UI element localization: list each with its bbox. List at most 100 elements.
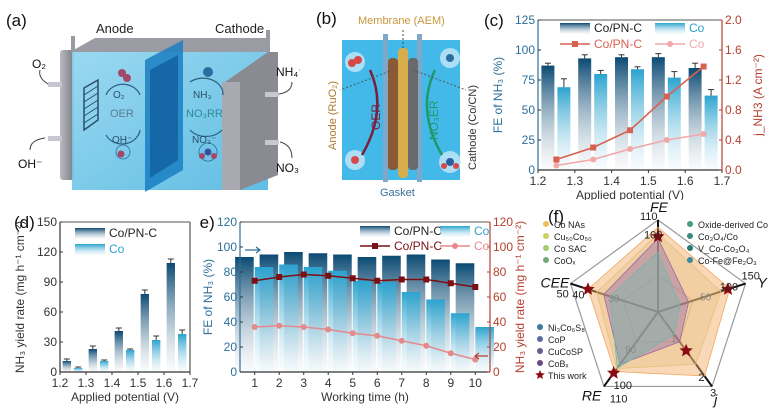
line-marker-8 <box>423 276 430 283</box>
y2-tick-label: 1.2 <box>725 73 742 87</box>
legend-label: Co₃O₄/Co <box>698 232 738 242</box>
panel-f-label: (f) <box>548 207 564 226</box>
gasket-left <box>383 34 388 182</box>
legend-label: Co <box>109 242 125 256</box>
line-marker-8 <box>423 342 430 349</box>
legend-swatch-bar <box>440 226 470 237</box>
oer-arrow <box>360 69 379 156</box>
line-marker-3 <box>627 127 633 134</box>
radar-inner-tick: 2 <box>698 372 704 384</box>
legend-swatch-bar <box>75 228 105 239</box>
bar-copnc-3 <box>615 57 628 171</box>
bar-copnc-1 <box>62 361 71 372</box>
o2-outlet-label: O₂ <box>32 57 46 71</box>
y-tick-label: 100 <box>515 43 535 57</box>
y-axis-title: FE of NH₃ (%) <box>201 259 215 335</box>
radar-inner-tick: 100 <box>614 380 632 392</box>
legend-dot <box>687 233 693 239</box>
panel-a-schematic: (a) Anode Cathode O₂ OER OH⁻ NH₃ NO₃RR N… <box>6 11 300 192</box>
line-marker-7 <box>398 276 405 283</box>
legend-label: CoBₓ <box>548 359 569 369</box>
line-marker-5 <box>700 131 707 137</box>
left-axis-arrow-icon <box>245 246 261 254</box>
bar-co-3 <box>303 267 323 372</box>
radar-outer-tick: 50 <box>557 289 569 301</box>
panel-b-cross-section: (b) Membrane (AEM) OER NO₃ER Anode (RuO₂… <box>316 9 479 199</box>
radar-axis-j: j <box>712 391 718 407</box>
x-tick-label: 1.5 <box>640 174 657 188</box>
y2-tick-label: 20 <box>493 340 507 354</box>
y2-tick-label: 0.8 <box>725 103 742 117</box>
y2-tick-label: 60 <box>493 290 507 304</box>
radar-poly-co3o4 <box>609 251 681 369</box>
radar-axis-y: Y <box>757 275 768 291</box>
anode-mesh <box>83 78 99 132</box>
oh-molecule-icon <box>115 144 131 160</box>
line-marker-1 <box>553 162 560 169</box>
chart-c-fe-current: (c) 0 25 50 75 100 125 0.0 0.4 0.8 1.2 1.6 2.0 1.2 1.3… <box>484 11 765 200</box>
radar-outer-tick: 110 <box>640 211 658 223</box>
y-axis-title: NH₃ yield rate (mg h⁻¹ cm⁻²) <box>13 221 27 373</box>
legend-dot <box>687 221 693 227</box>
cathode-title: Cathode <box>215 21 264 36</box>
anode-species-bottom: OH⁻ <box>112 135 132 146</box>
cathode-label: Cathode (Co/CN) <box>467 85 479 170</box>
cathode-reaction: NO₃RR <box>186 108 223 120</box>
radar-poly-cu50co50 <box>596 233 722 369</box>
bar-co-9 <box>450 313 470 372</box>
y2-tick-label: 100 <box>493 240 513 254</box>
legend-marker <box>452 243 458 249</box>
membrane-aem <box>398 48 408 178</box>
legend-label: Co-Fe@Fe₂O₃ <box>698 256 757 266</box>
line-marker-2 <box>590 156 597 163</box>
line-marker-10 <box>472 284 479 290</box>
radar-axis-re: RE <box>582 387 602 403</box>
bar-copnc-3 <box>114 331 123 372</box>
anode-inlet-port <box>48 136 62 141</box>
anode-title: Anode <box>96 21 134 36</box>
no3-inlet-label: NO₃⁻ <box>276 161 300 175</box>
legend-label: Co/PN-C <box>394 224 442 238</box>
oer-cycle-arrow-bottom <box>105 129 141 145</box>
radar-outer-tick: 3 <box>710 387 716 399</box>
nh4-outlet-label: NH₄⁺ <box>276 65 300 79</box>
bar-co-6 <box>377 282 396 372</box>
radar-ring-tick: 90 <box>625 345 637 356</box>
this-work-star-fe <box>651 229 665 243</box>
cathode-end-plate <box>222 82 240 190</box>
x-axis-title: Working time (h) <box>321 390 409 404</box>
y-tick-label: 50 <box>522 103 536 117</box>
membrane-label: Membrane (AEM) <box>358 15 445 27</box>
legend-label: CoP <box>548 335 566 345</box>
line-marker-9 <box>447 350 454 357</box>
line-marker-7 <box>398 337 405 344</box>
legend-marker <box>667 41 673 47</box>
bar-copnc-5 <box>166 263 175 372</box>
bar-co-4 <box>328 270 347 372</box>
gasket-right <box>417 34 422 182</box>
legend-dot <box>537 324 543 330</box>
y2-tick-label: 0.4 <box>725 133 742 147</box>
y-tick-label: 150 <box>37 215 57 229</box>
radar-axis-fe: FE <box>650 200 669 215</box>
x-tick-label: 7 <box>398 376 405 390</box>
bar-co-3 <box>126 350 135 372</box>
line-marker-6 <box>374 277 381 284</box>
line-marker-4 <box>663 137 670 143</box>
line-copnc <box>254 273 476 288</box>
x-tick-label: 8 <box>423 376 430 390</box>
y-tick-label: 90 <box>44 275 58 289</box>
gasket-label: Gasket <box>380 187 415 199</box>
x-tick-label: 1 <box>251 376 258 390</box>
legend-dot <box>543 221 549 227</box>
y-tick-label: 0 <box>50 365 57 379</box>
anode-end-plate <box>60 50 74 180</box>
y2-tick-label: 0.0 <box>725 163 742 177</box>
cathode-inlet-port <box>265 140 279 145</box>
x-tick-label: 1.7 <box>182 376 199 390</box>
cathode-outlet-port <box>265 92 279 97</box>
bar-copnc-2 <box>88 349 97 372</box>
legend-label: This work <box>548 371 587 381</box>
bar-copnc-1 <box>541 65 555 170</box>
